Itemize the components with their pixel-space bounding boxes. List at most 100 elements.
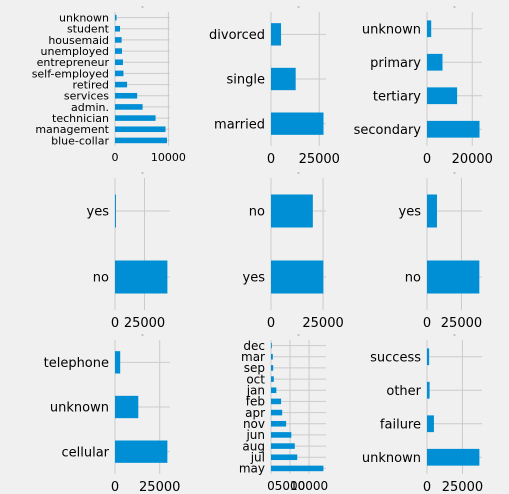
chart-panel-6: no yes 0 25000 [399,172,482,331]
x-tick-label: 25000 [299,152,340,167]
y-tick-label: apr [245,406,265,420]
y-tick-label: other [386,384,421,399]
y-tick-label: failure [380,417,421,432]
y-tick-label: yes [87,205,110,220]
y-tick-label: unknown [59,12,109,25]
x-tick-label: 0 [267,479,275,493]
x-tick-label: 25000 [124,316,165,331]
bar [271,353,273,360]
y-tick-label: housemaid [48,34,109,47]
bar [427,87,458,105]
y-tick-label: unemployed [41,45,109,58]
bar [115,351,121,374]
bar [115,260,168,294]
bar [271,112,324,135]
bar [115,126,166,133]
y-tick-label: jun [245,428,265,442]
y-tick-label: married [214,117,265,132]
x-tick-label: 0 [267,152,275,167]
bar [271,432,292,438]
y-tick-label: oct [246,372,265,386]
x-tick-label: 0 [267,316,275,331]
bar [115,48,122,54]
bar [271,342,272,349]
bar [271,443,295,449]
x-tick-label: 10000 [151,151,186,164]
y-tick-label: feb [246,395,265,409]
y-tick-label: technician [52,112,109,125]
y-tick-label: dec [243,339,265,353]
y-tick-label: tertiary [373,89,421,104]
bar [271,260,324,294]
x-tick-label: 25000 [302,316,343,331]
bar [115,115,156,121]
y-tick-label: entrepreneur [37,56,110,69]
y-tick-label: student [67,23,110,36]
chart-panel-5: yes no 0 25000 [243,172,344,331]
bar [271,365,274,371]
y-tick-label: sep [244,361,265,375]
bar [115,92,138,99]
bar [427,348,430,366]
x-tick-label: 0 [111,480,119,494]
x-tick-label: 0 [423,316,431,331]
y-tick-label: single [227,73,266,88]
y-tick-label: admin. [71,101,109,114]
chart-panel-4: no yes 0 25000 [87,172,170,331]
y-tick-label: self-employed [32,67,109,80]
bar [271,398,282,405]
y-tick-label: jan [246,384,265,398]
bar [271,67,296,91]
y-tick-label: primary [370,56,421,71]
bar [427,194,437,228]
bar [115,59,123,66]
y-tick-label: nov [243,417,265,431]
y-tick-label: success [370,350,421,365]
bar [115,25,121,32]
bar [427,260,480,294]
y-tick-label: cellular [61,445,109,460]
y-tick-label: yes [399,205,422,220]
bar [427,381,430,399]
y-tick-label: no [93,271,109,286]
y-tick-label: mar [241,350,265,364]
chart-panel-2: married single divorced 0 25000 [209,6,340,167]
x-tick-label: 0 [423,480,431,494]
bar [115,104,143,110]
y-tick-label: retired [73,79,109,92]
bar [115,395,139,419]
chart-panel-9: unknown failure other success 0 25000 [362,334,483,494]
plot-area [271,340,326,474]
bar [115,14,117,21]
bar [271,376,274,382]
bar [427,53,443,71]
bar [271,409,283,416]
x-tick-label: 25000 [139,480,180,494]
bar [427,20,432,38]
chart-panel-7: cellular unknown telephone 0 25000 [44,334,180,494]
x-tick-label: 0 [112,151,119,164]
y-tick-label: divorced [209,28,265,43]
x-tick-label: 20000 [452,152,493,167]
x-tick-label: 0 [111,316,119,331]
bar [115,137,167,144]
bar [115,37,122,43]
bar [271,465,324,472]
x-tick-label: 25000 [441,316,482,331]
y-tick-label: unknown [50,401,109,416]
y-tick-label: telephone [44,356,109,371]
x-tick-label: 25000 [442,480,483,494]
y-tick-label: services [64,90,109,103]
y-tick-label: jul [250,451,265,465]
y-tick-label: blue-collar [51,134,109,147]
y-tick-label: yes [243,271,266,286]
bar [115,70,124,77]
bar [427,448,480,466]
x-tick-label: 0 [423,152,431,167]
y-tick-label: management [35,123,109,136]
y-tick-label: aug [242,439,265,453]
bar [427,120,480,138]
bar [271,23,282,46]
